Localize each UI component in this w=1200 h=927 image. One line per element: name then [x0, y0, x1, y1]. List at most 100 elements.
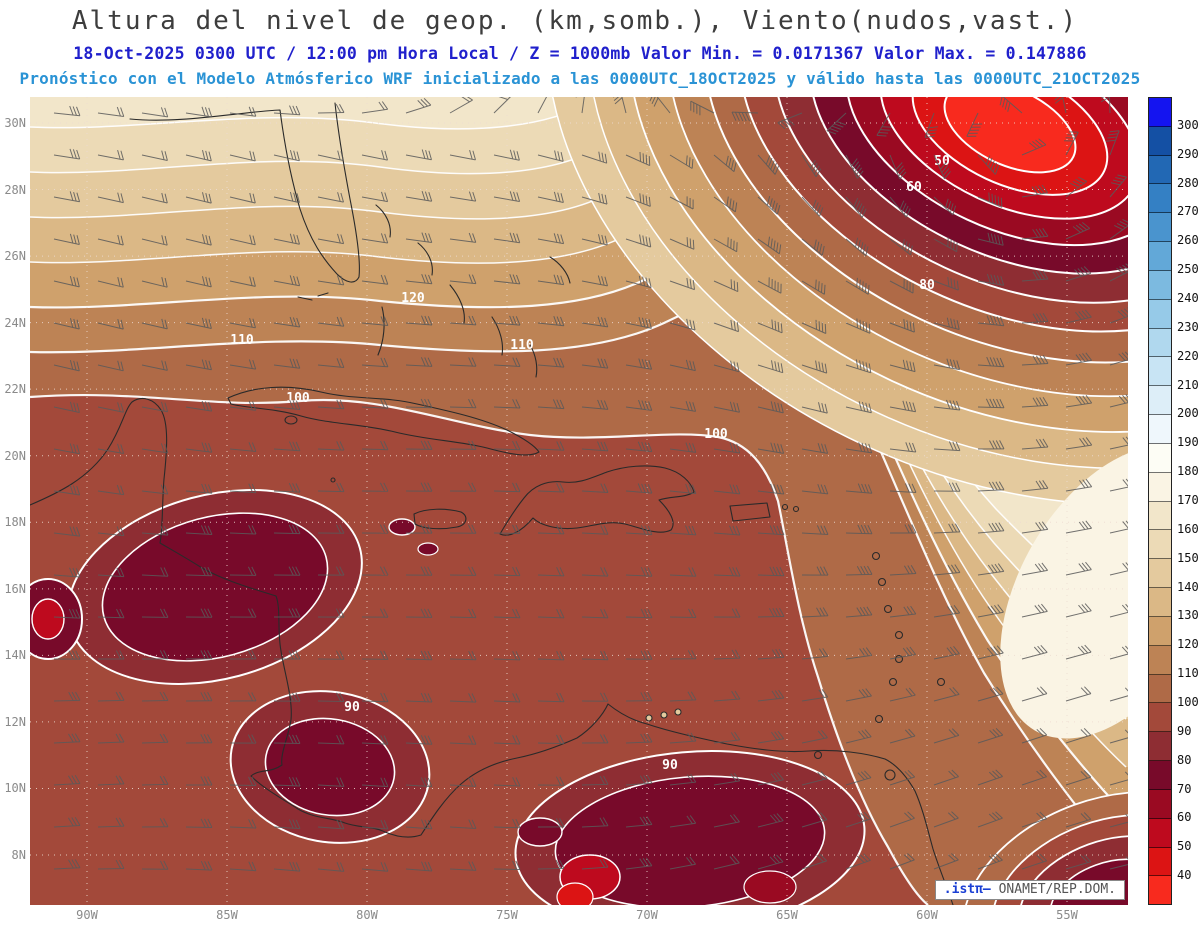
contour-label: 100 — [286, 391, 310, 406]
coast-cuba — [227, 386, 540, 456]
x-axis-label: 60W — [916, 908, 938, 922]
colorbar-segment — [1149, 213, 1171, 243]
y-axis-label: 14N — [4, 648, 26, 663]
colorbar-segment — [1149, 616, 1171, 646]
colorbar-label: 120 — [1177, 637, 1199, 652]
y-axis-label: 24N — [4, 315, 26, 330]
colorbar-label: 270 — [1177, 204, 1199, 219]
colorbar-label: 110 — [1177, 666, 1199, 681]
colorbar-label: 200 — [1177, 406, 1199, 421]
x-axis-label: 70W — [636, 908, 658, 922]
colorbar-label: 170 — [1177, 493, 1199, 507]
subtitle-model-info: Pronóstico con el Modelo Atmósferico WRF… — [19, 69, 1141, 88]
colorbar-segment — [1149, 242, 1171, 271]
colorbar-label: 90 — [1177, 723, 1192, 738]
colorbar-segment — [1149, 847, 1171, 877]
colorbar-label: 80 — [1177, 752, 1192, 767]
colorbar-label: 260 — [1177, 233, 1199, 248]
colorbar-segment — [1149, 472, 1171, 502]
colorbar-segment — [1149, 761, 1171, 790]
colorbar-segment — [1149, 645, 1171, 675]
colorbar-label: 280 — [1177, 175, 1199, 190]
colorbar-segment — [1149, 559, 1171, 589]
colorbar-label: 220 — [1177, 348, 1199, 363]
credit-badge: .istπ– ONAMET/REP.DOM. — [934, 880, 1125, 900]
y-axis-label: 12N — [4, 714, 26, 729]
colorbar — [1148, 97, 1172, 905]
colorbar-segment — [1149, 270, 1171, 300]
coast-isla-juventud — [284, 415, 298, 425]
colorbar-segment — [1149, 126, 1171, 156]
colorbar-segment — [1149, 357, 1171, 387]
x-axis-label: 90W — [76, 908, 98, 922]
contour-label: 90 — [662, 758, 678, 773]
coast-puerto-rico — [729, 502, 771, 522]
y-axis-label: 20N — [4, 448, 26, 463]
coast-lesser-antilles — [330, 477, 946, 781]
y-axis-label: 8N — [11, 847, 26, 862]
coast-abc-islands — [645, 708, 682, 722]
colorbar-segment — [1149, 386, 1171, 416]
colorbar-segment — [1149, 98, 1171, 127]
colorbar-label: 130 — [1177, 608, 1199, 623]
y-axis-label: 22N — [4, 382, 26, 397]
y-axis-label: 16N — [4, 581, 26, 596]
colorbar-label: 210 — [1177, 377, 1199, 392]
y-axis-label: 10N — [4, 781, 26, 796]
colorbar-label: 140 — [1177, 579, 1199, 594]
contour-label: 120 — [401, 291, 425, 306]
coast-florida-keys — [297, 292, 329, 301]
colorbar-segment — [1149, 530, 1171, 560]
colorbar-label: 250 — [1177, 262, 1199, 277]
x-axis-label: 55W — [1056, 908, 1078, 922]
colorbar-segment — [1149, 588, 1171, 617]
x-axis-label: 75W — [496, 908, 518, 922]
colorbar-segment — [1149, 184, 1171, 214]
x-axis-label: 85W — [216, 908, 238, 922]
colorbar-label: 180 — [1177, 464, 1199, 479]
colorbar-segment — [1149, 328, 1171, 358]
colorbar-label: 40 — [1177, 868, 1192, 883]
colorbar-segment — [1149, 443, 1171, 473]
colorbar-segment — [1149, 732, 1171, 762]
colorbar-segment — [1149, 299, 1171, 329]
colorbar-segment — [1149, 703, 1171, 733]
colorbar-segment — [1149, 818, 1171, 848]
map-frame: 50 60 80 120 110 110 100 100 90 90 .istπ– ONAMET/… — [30, 97, 1128, 905]
colorbar-segment — [1149, 876, 1171, 905]
colorbar-label: 190 — [1177, 435, 1199, 450]
contour-label: 110 — [230, 333, 254, 348]
contour-label: 100 — [704, 427, 728, 442]
colorbar-label: 230 — [1177, 319, 1199, 334]
page-title: Altura del nivel de geop. (km,somb.), Vi… — [71, 6, 1079, 36]
colorbar-segment — [1149, 789, 1171, 819]
x-axis-label: 65W — [776, 908, 798, 922]
colorbar-label: 50 — [1177, 839, 1192, 854]
y-axis-label: 18N — [4, 515, 26, 530]
y-axis-label: 30N — [4, 116, 26, 130]
coast-hispaniola — [499, 465, 695, 536]
colorbar-label: 300 — [1177, 117, 1199, 132]
colorbar-label: 100 — [1177, 695, 1199, 709]
colorbar-label: 290 — [1177, 146, 1199, 161]
y-axis-label: 28N — [4, 182, 26, 197]
coast-jamaica — [413, 508, 467, 530]
y-axis-label: 26N — [4, 249, 26, 264]
coast-florida — [129, 102, 360, 283]
wind-barbs-layer — [53, 97, 1128, 872]
subtitle-valid-time: 18-Oct-2025 0300 UTC / 12:00 pm Hora Loc… — [73, 44, 1087, 63]
contour-label: 110 — [510, 338, 534, 353]
credit-text: ONAMET/REP.DOM. — [990, 882, 1116, 897]
x-axis-label: 80W — [356, 908, 378, 922]
colorbar-label: 240 — [1177, 291, 1199, 305]
colorbar-segment — [1149, 155, 1171, 185]
colorbar-label: 60 — [1177, 810, 1192, 825]
contour-label: 60 — [906, 180, 922, 195]
coast-bahamas — [375, 204, 571, 378]
colorbar-segment — [1149, 674, 1171, 704]
credit-logo: .istπ– — [943, 882, 991, 897]
colorbar-label: 160 — [1177, 521, 1199, 536]
colorbar-segment — [1149, 501, 1171, 531]
